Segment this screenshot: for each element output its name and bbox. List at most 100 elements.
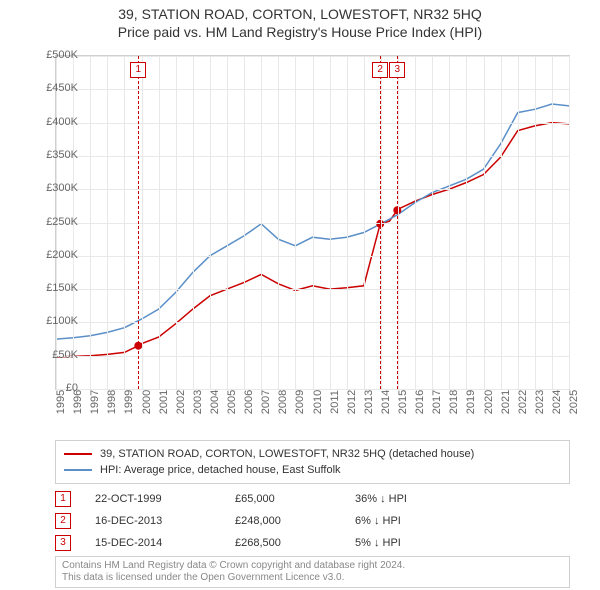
x-axis-label: 2020 xyxy=(483,390,495,414)
title-block: 39, STATION ROAD, CORTON, LOWESTOFT, NR3… xyxy=(0,6,600,40)
legend-swatch xyxy=(64,453,92,455)
x-axis-label: 2023 xyxy=(534,390,546,414)
y-axis-label: £400K xyxy=(33,116,78,128)
x-axis-label: 2004 xyxy=(209,390,221,414)
sale-hpi-diff: 36% ↓ HPI xyxy=(355,493,570,505)
footer-line-2: This data is licensed under the Open Gov… xyxy=(62,572,563,584)
x-axis-label: 2002 xyxy=(175,390,187,414)
sale-row: 3 15-DEC-2014 £268,500 5% ↓ HPI xyxy=(55,532,570,554)
gridline-v xyxy=(124,56,125,389)
sale-index-badge: 2 xyxy=(55,513,71,529)
sale-index-badge: 3 xyxy=(55,535,71,551)
x-axis-label: 2010 xyxy=(312,390,324,414)
x-axis-label: 2017 xyxy=(431,390,443,414)
gridline-v xyxy=(244,56,245,389)
y-axis-label: £250K xyxy=(33,216,78,228)
gridline-v xyxy=(552,56,553,389)
x-axis-label: 1997 xyxy=(89,390,101,414)
sale-price: £248,000 xyxy=(235,515,355,527)
gridline-v xyxy=(535,56,536,389)
x-axis-label: 2003 xyxy=(192,390,204,414)
legend: 39, STATION ROAD, CORTON, LOWESTOFT, NR3… xyxy=(55,440,570,484)
legend-row: HPI: Average price, detached house, East… xyxy=(64,462,561,478)
x-axis-label: 1995 xyxy=(55,390,67,414)
gridline-v xyxy=(142,56,143,389)
x-axis-label: 2014 xyxy=(380,390,392,414)
sale-hpi-diff: 5% ↓ HPI xyxy=(355,537,570,549)
gridline-v xyxy=(432,56,433,389)
sale-marker-badge: 2 xyxy=(372,62,388,78)
gridline-v xyxy=(159,56,160,389)
gridline-v xyxy=(466,56,467,389)
sale-date: 22-OCT-1999 xyxy=(95,493,235,505)
gridline-v xyxy=(107,56,108,389)
sale-marker-line xyxy=(380,56,381,389)
x-axis-label: 2011 xyxy=(329,390,341,414)
sale-date: 15-DEC-2014 xyxy=(95,537,235,549)
y-axis-label: £200K xyxy=(33,249,78,261)
sale-marker-badge: 3 xyxy=(389,62,405,78)
gridline-v xyxy=(569,56,570,389)
gridline-v xyxy=(210,56,211,389)
sales-table: 1 22-OCT-1999 £65,000 36% ↓ HPI 2 16-DEC… xyxy=(55,488,570,554)
x-axis-label: 2005 xyxy=(226,390,238,414)
gridline-v xyxy=(347,56,348,389)
y-axis-label: £350K xyxy=(33,149,78,161)
y-axis-label: £50K xyxy=(33,349,78,361)
x-axis-label: 1998 xyxy=(106,390,118,414)
sale-price: £268,500 xyxy=(235,537,355,549)
gridline-v xyxy=(415,56,416,389)
footer-line-1: Contains HM Land Registry data © Crown c… xyxy=(62,560,563,572)
legend-row: 39, STATION ROAD, CORTON, LOWESTOFT, NR3… xyxy=(64,446,561,462)
x-axis-label: 2009 xyxy=(294,390,306,414)
x-axis-label: 2019 xyxy=(465,390,477,414)
sale-row: 1 22-OCT-1999 £65,000 36% ↓ HPI xyxy=(55,488,570,510)
legend-label: HPI: Average price, detached house, East… xyxy=(100,464,341,476)
legend-label: 39, STATION ROAD, CORTON, LOWESTOFT, NR3… xyxy=(100,448,474,460)
gridline-v xyxy=(449,56,450,389)
title-line-1: 39, STATION ROAD, CORTON, LOWESTOFT, NR3… xyxy=(0,6,600,22)
y-axis-label: £100K xyxy=(33,315,78,327)
x-axis-label: 2021 xyxy=(500,390,512,414)
gridline-v xyxy=(176,56,177,389)
x-axis-label: 2016 xyxy=(414,390,426,414)
gridline-v xyxy=(518,56,519,389)
gridline-v xyxy=(484,56,485,389)
gridline-v xyxy=(193,56,194,389)
chart-container: 39, STATION ROAD, CORTON, LOWESTOFT, NR3… xyxy=(0,0,600,590)
footer-attribution: Contains HM Land Registry data © Crown c… xyxy=(55,556,570,588)
sale-hpi-diff: 6% ↓ HPI xyxy=(355,515,570,527)
y-axis-label: £450K xyxy=(33,82,78,94)
x-axis-label: 2006 xyxy=(243,390,255,414)
title-line-2: Price paid vs. HM Land Registry's House … xyxy=(0,24,600,40)
x-axis-label: 2012 xyxy=(346,390,358,414)
gridline-v xyxy=(90,56,91,389)
x-axis-label: 2022 xyxy=(517,390,529,414)
sale-index-badge: 1 xyxy=(55,491,71,507)
sale-marker-line xyxy=(138,56,139,389)
x-axis-label: 2001 xyxy=(158,390,170,414)
legend-swatch xyxy=(64,469,92,471)
gridline-v xyxy=(364,56,365,389)
gridline-v xyxy=(227,56,228,389)
x-axis-label: 2013 xyxy=(363,390,375,414)
sale-date: 16-DEC-2013 xyxy=(95,515,235,527)
x-axis-label: 2025 xyxy=(568,390,580,414)
x-axis-label: 1999 xyxy=(123,390,135,414)
gridline-v xyxy=(501,56,502,389)
gridline-v xyxy=(330,56,331,389)
x-axis-label: 1996 xyxy=(72,390,84,414)
gridline-v xyxy=(278,56,279,389)
gridline-v xyxy=(313,56,314,389)
y-axis-label: £300K xyxy=(33,182,78,194)
x-axis-label: 2008 xyxy=(277,390,289,414)
sale-marker-line xyxy=(397,56,398,389)
sale-marker-badge: 1 xyxy=(130,62,146,78)
plot-area: 1 23 xyxy=(55,55,570,390)
sale-price: £65,000 xyxy=(235,493,355,505)
x-axis-label: 2018 xyxy=(448,390,460,414)
gridline-v xyxy=(295,56,296,389)
x-axis-label: 2015 xyxy=(397,390,409,414)
y-axis-label: £500K xyxy=(33,49,78,61)
y-axis-label: £150K xyxy=(33,282,78,294)
